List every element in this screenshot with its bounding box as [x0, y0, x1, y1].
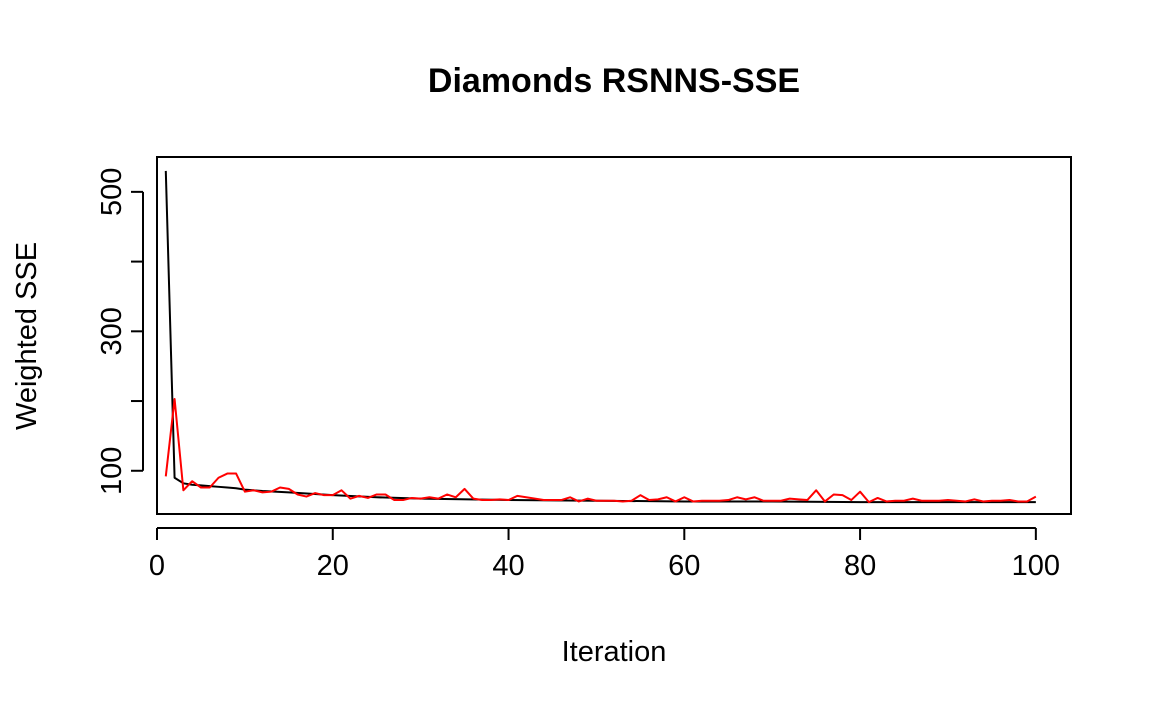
series-line-1	[164, 170, 1036, 504]
x-axis: 0 20 40 60 80 100	[149, 527, 1060, 582]
chart-title: Diamonds RSNNS-SSE	[428, 62, 800, 100]
y-tick-label: 500	[96, 168, 128, 216]
series-group	[164, 170, 1037, 504]
series-line-2	[164, 397, 1037, 504]
x-tick-label: 20	[317, 550, 349, 582]
y-axis: 100 300 500	[96, 168, 144, 495]
y-tick-label: 300	[96, 307, 128, 355]
x-axis-label: Iteration	[562, 636, 667, 668]
x-tick-label: 80	[844, 550, 876, 582]
x-tick-label: 0	[149, 550, 165, 582]
x-tick-label: 60	[668, 550, 700, 582]
y-axis-label: Weighted SSE	[11, 242, 43, 430]
x-tick-label: 100	[1012, 550, 1060, 582]
x-tick-label: 40	[492, 550, 524, 582]
y-tick-label: 100	[96, 447, 128, 495]
plot-frame	[156, 156, 1072, 515]
